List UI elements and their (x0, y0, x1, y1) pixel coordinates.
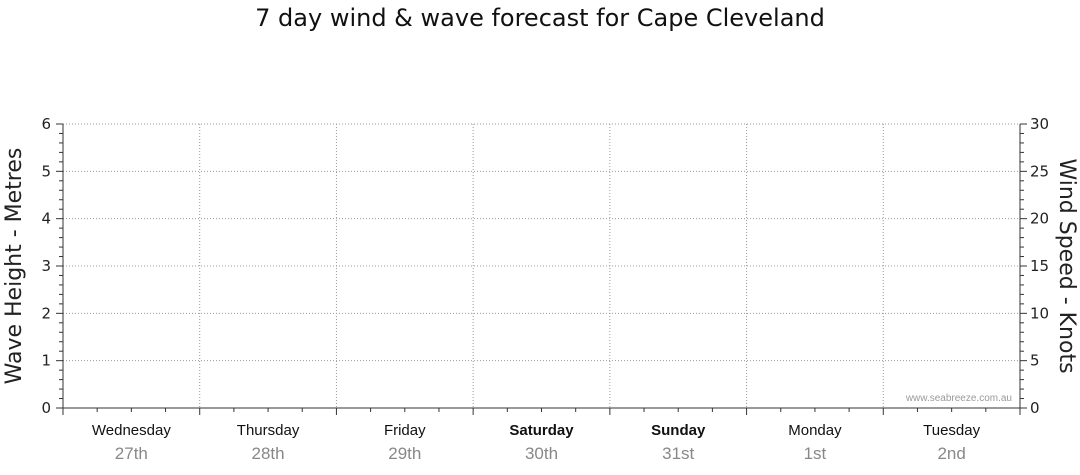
y-right-tick-label: 5 (1030, 352, 1040, 370)
y-axis-left-label: Wave Height - Metres (2, 148, 27, 385)
y-left-tick-label: 1 (41, 352, 51, 370)
y-left-tick-label: 5 (41, 162, 51, 180)
y-right-tick-label: 25 (1030, 162, 1049, 180)
day-name-label: Tuesday (923, 422, 980, 439)
y-right-tick-label: 30 (1030, 115, 1049, 133)
day-name-label: Saturday (509, 422, 574, 439)
y-right-tick-label: 10 (1030, 304, 1049, 322)
day-name-label: Friday (384, 422, 426, 439)
day-date-label: 28th (252, 444, 285, 463)
grid-lines (63, 123, 1020, 408)
day-date-label: 27th (115, 444, 148, 463)
day-date-label: 30th (525, 444, 558, 463)
day-name-label: Sunday (651, 422, 706, 439)
day-labels: Wednesday 27th Thursday 28th Friday 29th Satur… (92, 422, 981, 463)
y-left-tick-label: 4 (41, 210, 51, 228)
y-left-tick-label: 2 (41, 304, 51, 322)
y-right-tick-label: 0 (1030, 399, 1040, 417)
y-left-tick-label: 6 (41, 115, 51, 133)
watermark: www.seabreeze.com.au (905, 393, 1012, 404)
day-date-label: 2nd (937, 444, 965, 463)
y-right-tick-label: 15 (1030, 257, 1049, 275)
y-left-tick-label: 0 (41, 399, 51, 417)
chart-title: 7 day wind & wave forecast for Cape Clev… (255, 4, 825, 32)
tick-labels: 0 1 2 3 4 5 6 0 5 10 15 20 25 30 (41, 115, 1049, 417)
y-left-tick-label: 3 (41, 257, 51, 275)
day-date-label: 29th (388, 444, 421, 463)
axes (56, 123, 1027, 415)
y-axis-right-label: Wind Speed - Knots (1054, 158, 1079, 373)
day-date-label: 1st (804, 444, 827, 463)
day-name-label: Monday (788, 422, 842, 439)
day-name-label: Wednesday (92, 422, 171, 439)
day-name-label: Thursday (237, 422, 300, 439)
y-right-tick-label: 20 (1030, 210, 1049, 228)
day-date-label: 31st (662, 444, 694, 463)
